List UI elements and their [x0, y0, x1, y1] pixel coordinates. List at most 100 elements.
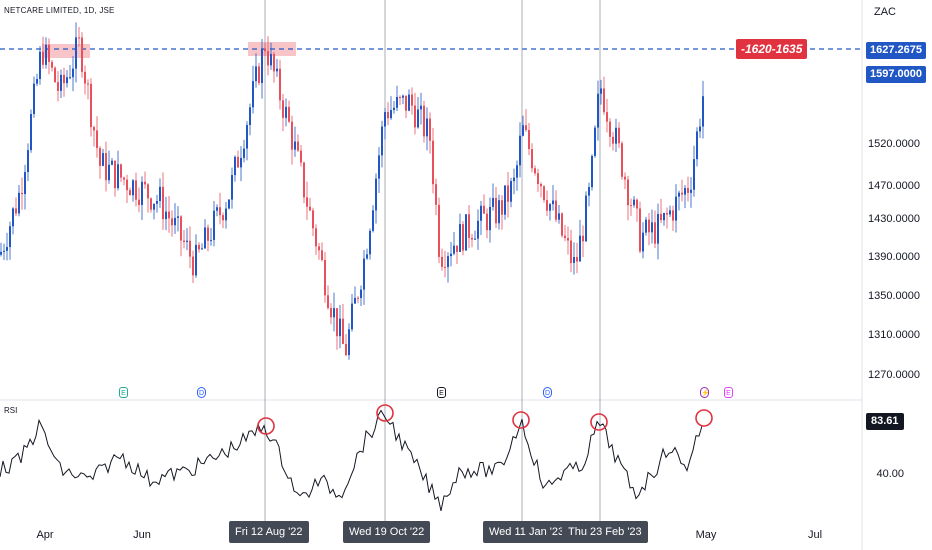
- candle-body: [621, 143, 623, 177]
- dividend-event-icon[interactable]: D: [543, 387, 552, 398]
- candle-body: [438, 204, 440, 257]
- level-price-tag: 1627.2675: [866, 42, 926, 59]
- candle-body: [537, 173, 539, 184]
- candle-body: [528, 129, 530, 150]
- candle-body: [318, 246, 320, 251]
- candle-body: [558, 213, 560, 220]
- candle-body: [300, 150, 302, 163]
- candle-body: [144, 181, 146, 185]
- candle-body: [126, 179, 128, 191]
- split-event-icon[interactable]: ⚡: [700, 387, 710, 398]
- candle-body: [276, 68, 278, 72]
- candle-body: [627, 179, 629, 206]
- candle-body: [228, 199, 230, 209]
- candle-body: [261, 48, 263, 84]
- candle-body: [564, 235, 566, 239]
- candle-body: [378, 155, 380, 179]
- candle-body: [642, 232, 644, 252]
- candle-body: [63, 74, 65, 84]
- candle-body: [531, 149, 533, 169]
- earnings-event-icon[interactable]: E: [724, 387, 733, 398]
- earnings-event-icon[interactable]: E: [437, 387, 446, 398]
- candle-body: [180, 216, 182, 241]
- price-tick: 1520.0000: [868, 138, 920, 150]
- candle-body: [606, 112, 608, 122]
- candle-body: [252, 81, 254, 108]
- candle-body: [75, 37, 77, 69]
- price-tick: 1390.0000: [868, 251, 920, 263]
- candle-body: [219, 207, 221, 216]
- candle-body: [597, 93, 599, 128]
- candle-body: [465, 214, 467, 251]
- symbol-title: NETCARE LIMITED, 1D, JSE: [4, 6, 115, 15]
- candle-body: [102, 153, 104, 166]
- candle-body: [15, 208, 17, 214]
- candle-body: [309, 206, 311, 211]
- candle-body: [186, 240, 188, 243]
- price-tick: 1470.0000: [868, 180, 920, 192]
- candle-body: [111, 160, 113, 165]
- candle-body: [138, 199, 140, 205]
- candle-body: [303, 162, 305, 198]
- candle-body: [603, 88, 605, 113]
- candle-body: [336, 308, 338, 337]
- candle-body: [177, 216, 179, 218]
- candle-body: [6, 247, 8, 251]
- dividend-event-icon[interactable]: D: [197, 387, 206, 398]
- rsi-peak-circle-1: [257, 417, 275, 435]
- candle-body: [129, 190, 131, 196]
- candle-body: [72, 68, 74, 78]
- candle-body: [351, 303, 353, 330]
- rsi-tick: 40.00: [876, 468, 904, 480]
- candle-body: [489, 206, 491, 231]
- candle-body: [291, 121, 293, 150]
- candle-body: [582, 235, 584, 242]
- candle-body: [432, 140, 434, 185]
- candle-body: [459, 224, 461, 252]
- candle-body: [402, 95, 404, 98]
- candle-body: [147, 184, 149, 199]
- candle-body: [51, 61, 53, 68]
- candle-body: [381, 126, 383, 156]
- candle-body: [618, 127, 620, 144]
- candle-body: [636, 199, 638, 209]
- candle-body: [3, 250, 5, 252]
- candle-body: [414, 105, 416, 128]
- rsi-indicator-label[interactable]: RSI: [4, 406, 18, 415]
- candle-body: [612, 136, 614, 144]
- candle-body: [498, 200, 500, 224]
- candle-body: [588, 187, 590, 196]
- candle-body: [123, 177, 125, 180]
- candle-body: [345, 343, 347, 356]
- candle-body: [267, 51, 269, 66]
- earnings-event-icon[interactable]: E: [119, 387, 128, 398]
- time-tick: May: [696, 529, 717, 541]
- candle-body: [42, 51, 44, 65]
- candle-body: [99, 148, 101, 166]
- candle-body: [0, 251, 2, 255]
- candle-body: [519, 135, 521, 166]
- candle-body: [693, 159, 695, 190]
- candle-body: [87, 83, 89, 85]
- candle-body: [207, 227, 209, 241]
- candle-body: [354, 297, 356, 304]
- candle-body: [9, 226, 11, 248]
- candle-body: [270, 54, 272, 66]
- candle-body: [540, 183, 542, 187]
- time-tick: Jun: [133, 529, 151, 541]
- candle-body: [492, 197, 494, 207]
- candle-body: [609, 121, 611, 137]
- candle-body: [702, 96, 704, 127]
- candle-body: [690, 189, 692, 193]
- last-price-tag: 1597.0000: [866, 66, 926, 83]
- candle-body: [678, 192, 680, 197]
- candle-body: [168, 211, 170, 219]
- candle-body: [669, 210, 671, 215]
- candle-body: [81, 37, 83, 72]
- candle-body: [504, 185, 506, 215]
- candle-body: [594, 127, 596, 156]
- candle-body: [93, 127, 95, 131]
- marker-date-label: Thu 23 Feb '23: [562, 521, 648, 543]
- candle-body: [192, 256, 194, 276]
